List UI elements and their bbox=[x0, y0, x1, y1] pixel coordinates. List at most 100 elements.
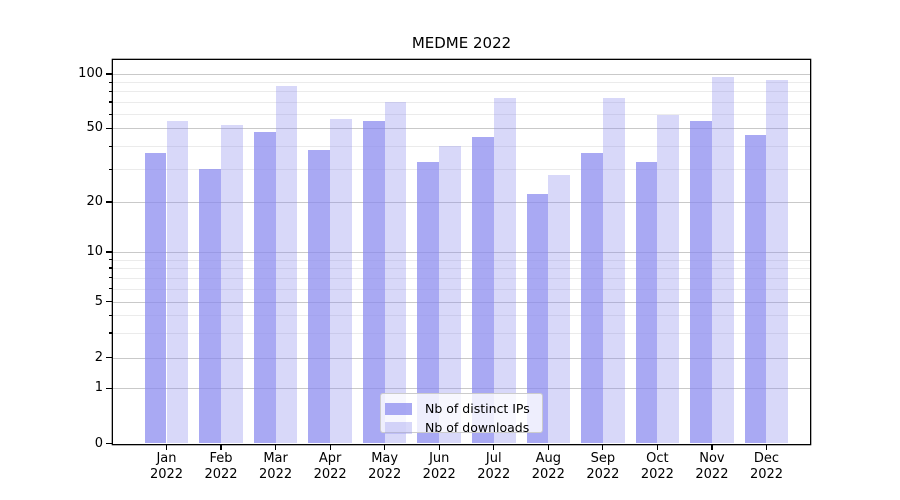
y-tick-mark-minor-80 bbox=[109, 90, 112, 93]
legend-entry-distinct-ips: Nb of distinct IPs bbox=[385, 399, 542, 419]
y-tick-mark-10 bbox=[106, 251, 112, 253]
gridline-minor-90 bbox=[113, 82, 810, 84]
bar-downloads-may bbox=[384, 101, 407, 444]
gridline-major-10 bbox=[113, 251, 810, 253]
y-tick-mark-minor-90 bbox=[109, 81, 112, 83]
y-tick-mark-minor-3 bbox=[109, 332, 112, 334]
x-tick-mark-feb bbox=[220, 444, 222, 450]
y-tick-mark-20 bbox=[106, 201, 112, 203]
legend-swatch-downloads bbox=[385, 422, 412, 435]
gridline-minor-70 bbox=[113, 101, 810, 103]
y-tick-label-2: 2 bbox=[94, 349, 103, 365]
y-tick-label-5: 5 bbox=[94, 293, 103, 309]
y-tick-mark-minor-40 bbox=[109, 145, 112, 147]
y-tick-mark-minor-4 bbox=[109, 314, 112, 316]
legend-label-distinct-ips: Nb of distinct IPs bbox=[425, 400, 530, 416]
gridline-minor-80 bbox=[113, 91, 810, 93]
x-tick-label-jun: Jun 2022 bbox=[422, 451, 456, 482]
bar-downloads-jul bbox=[493, 97, 516, 444]
x-tick-label-mar: Mar 2022 bbox=[259, 451, 293, 482]
bar-downloads-jun bbox=[439, 146, 462, 444]
x-tick-mark-mar bbox=[274, 444, 277, 450]
y-tick-mark-minor-9 bbox=[109, 259, 112, 261]
gridline-major-100 bbox=[113, 73, 810, 75]
y-tick-mark-minor-7 bbox=[109, 277, 112, 279]
x-tick-mark-aug bbox=[547, 444, 549, 450]
y-tick-mark-5 bbox=[106, 301, 112, 303]
x-tick-mark-dec bbox=[765, 444, 768, 450]
gridline-minor-6 bbox=[113, 288, 810, 290]
gridline-minor-3 bbox=[113, 332, 810, 334]
y-tick-mark-50 bbox=[106, 127, 112, 129]
y-tick-mark-1 bbox=[106, 387, 112, 389]
x-tick-label-oct: Oct 2022 bbox=[640, 451, 674, 482]
bar-distinct-ips-may bbox=[362, 120, 385, 444]
legend: Nb of distinct IPs Nb of downloads bbox=[380, 393, 543, 435]
gridline-major-20 bbox=[113, 202, 810, 203]
y-tick-mark-minor-30 bbox=[109, 168, 112, 171]
bar-downloads-feb bbox=[221, 125, 243, 444]
bar-distinct-ips-dec bbox=[744, 135, 767, 444]
y-tick-mark-minor-70 bbox=[109, 101, 112, 103]
x-tick-mark-jun bbox=[438, 444, 440, 450]
x-tick-mark-oct bbox=[656, 444, 658, 450]
bar-downloads-oct bbox=[657, 115, 680, 444]
x-tick-label-nov: Nov 2022 bbox=[695, 451, 729, 482]
bar-distinct-ips-aug bbox=[526, 194, 549, 444]
bar-downloads-nov bbox=[711, 77, 734, 444]
bar-distinct-ips-mar bbox=[253, 131, 276, 444]
x-tick-mark-apr bbox=[329, 444, 331, 450]
x-tick-label-sep: Sep 2022 bbox=[586, 451, 620, 482]
y-tick-mark-2 bbox=[106, 357, 112, 359]
x-tick-label-aug: Aug 2022 bbox=[531, 451, 565, 482]
y-tick-mark-minor-6 bbox=[109, 288, 112, 290]
legend-entry-downloads: Nb of downloads bbox=[385, 419, 542, 439]
gridline-minor-40 bbox=[113, 146, 810, 148]
gridline-minor-4 bbox=[113, 315, 810, 317]
bar-distinct-ips-sep bbox=[581, 152, 603, 444]
gridline-major-2 bbox=[113, 357, 810, 359]
x-tick-mark-nov bbox=[711, 444, 713, 450]
x-tick-label-may: May 2022 bbox=[368, 451, 402, 482]
y-tick-label-20: 20 bbox=[86, 194, 103, 209]
y-tick-label-1: 1 bbox=[94, 380, 103, 396]
bar-distinct-ips-apr bbox=[308, 150, 331, 444]
gridline-major-5 bbox=[113, 301, 810, 303]
y-tick-label-0: 0 bbox=[94, 435, 103, 451]
gridline-minor-9 bbox=[113, 259, 810, 261]
gridline-minor-8 bbox=[113, 267, 810, 269]
bar-downloads-mar bbox=[275, 85, 298, 444]
gridline-minor-7 bbox=[113, 277, 810, 279]
bar-distinct-ips-oct bbox=[635, 161, 658, 444]
bar-distinct-ips-feb bbox=[199, 169, 222, 444]
bar-distinct-ips-jan bbox=[144, 152, 167, 444]
gridline-minor-60 bbox=[113, 114, 810, 116]
x-tick-label-apr: Apr 2022 bbox=[313, 451, 347, 482]
bar-distinct-ips-jul bbox=[471, 136, 494, 444]
gridline-major-50 bbox=[113, 128, 810, 130]
bar-downloads-sep bbox=[602, 97, 625, 444]
bar-downloads-apr bbox=[330, 119, 352, 444]
chart-title: MEDME 2022 bbox=[411, 34, 512, 52]
bar-downloads-aug bbox=[548, 174, 571, 444]
x-tick-label-jul: Jul 2022 bbox=[477, 451, 511, 482]
plot-area: Nb of distinct IPs Nb of downloads bbox=[113, 60, 810, 444]
y-tick-label-50: 50 bbox=[86, 120, 103, 136]
x-tick-label-feb: Feb 2022 bbox=[204, 451, 238, 482]
x-tick-label-dec: Dec 2022 bbox=[749, 451, 784, 482]
legend-label-downloads: Nb of downloads bbox=[425, 420, 530, 436]
y-tick-mark-minor-60 bbox=[109, 113, 112, 115]
bar-distinct-ips-nov bbox=[690, 120, 712, 444]
y-tick-label-10: 10 bbox=[86, 243, 103, 259]
gridline-major-1 bbox=[113, 388, 810, 390]
bar-downloads-dec bbox=[766, 79, 789, 444]
x-tick-mark-jul bbox=[493, 444, 495, 450]
y-tick-mark-0 bbox=[106, 442, 112, 445]
y-tick-label-100: 100 bbox=[78, 65, 103, 81]
bar-distinct-ips-jun bbox=[417, 161, 440, 444]
y-tick-mark-100 bbox=[106, 73, 112, 75]
bar-downloads-jan bbox=[166, 120, 189, 444]
x-tick-mark-jan bbox=[165, 444, 168, 450]
x-tick-mark-may bbox=[384, 444, 386, 450]
